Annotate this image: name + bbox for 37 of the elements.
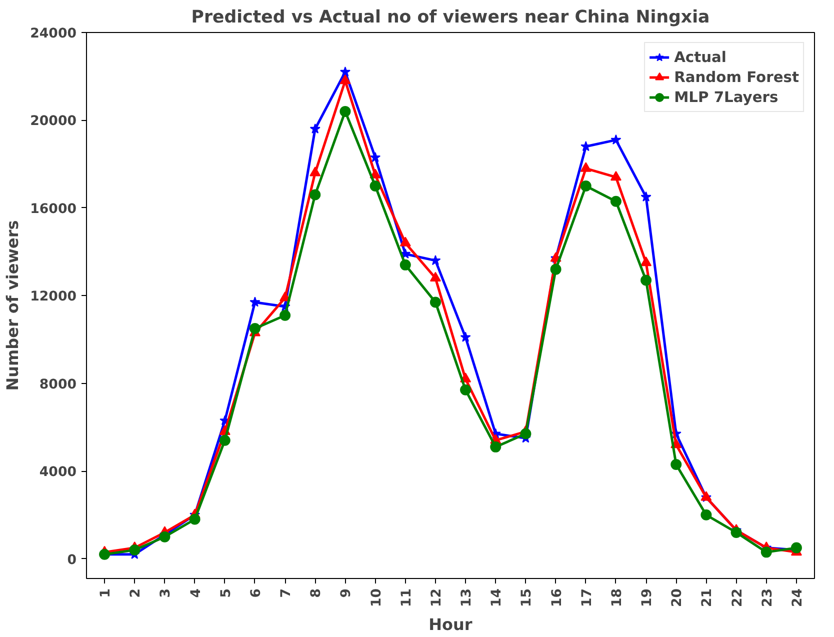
x-tick-label: 7 bbox=[279, 588, 294, 598]
y-tick-label: 12000 bbox=[30, 290, 77, 305]
y-tick-label: 4000 bbox=[39, 465, 77, 480]
y-tick-label: 20000 bbox=[30, 114, 77, 130]
legend-label: MLP 7Layers bbox=[674, 88, 778, 106]
x-tick-label: 15 bbox=[520, 588, 535, 608]
x-tick-label: 14 bbox=[490, 588, 505, 608]
x-tick-label: 20 bbox=[670, 588, 686, 608]
x-tick-label: 1 bbox=[98, 588, 114, 598]
x-tick-label: 12 bbox=[429, 588, 444, 608]
x-tick-label: 17 bbox=[580, 588, 595, 608]
x-tick-label: 13 bbox=[460, 588, 475, 608]
x-axis-title: Hour bbox=[428, 615, 472, 634]
x-tick-label: 11 bbox=[399, 588, 414, 608]
x-tick-label: 5 bbox=[218, 588, 234, 598]
x-tick-label: 24 bbox=[790, 588, 806, 608]
y-tick-label: 16000 bbox=[30, 202, 77, 217]
x-tick-label: 16 bbox=[550, 588, 565, 608]
legend-label: Actual bbox=[674, 48, 726, 66]
x-tick-label: 19 bbox=[640, 588, 656, 608]
x-tick-label: 21 bbox=[700, 588, 716, 608]
y-tick-label: 0 bbox=[67, 552, 77, 568]
x-tick-label: 10 bbox=[369, 588, 384, 608]
y-tick-label: 24000 bbox=[30, 26, 77, 42]
legend-label: Random Forest bbox=[674, 68, 799, 86]
chart-title: Predicted vs Actual no of viewers near China Ningxia bbox=[191, 8, 710, 28]
x-tick-label: 23 bbox=[760, 588, 776, 608]
x-tick-label: 9 bbox=[339, 588, 354, 598]
x-tick-label: 6 bbox=[248, 588, 264, 598]
x-tick-label: 18 bbox=[610, 588, 625, 608]
y-tick-label: 8000 bbox=[39, 377, 77, 392]
x-tick-label: 2 bbox=[128, 588, 144, 598]
x-tick-label: 8 bbox=[309, 588, 324, 598]
x-tick-label: 4 bbox=[188, 588, 204, 598]
x-tick-label: 22 bbox=[730, 588, 746, 608]
x-tick-label: 3 bbox=[158, 588, 174, 598]
y-axis-title: Number of viewers bbox=[3, 220, 22, 391]
